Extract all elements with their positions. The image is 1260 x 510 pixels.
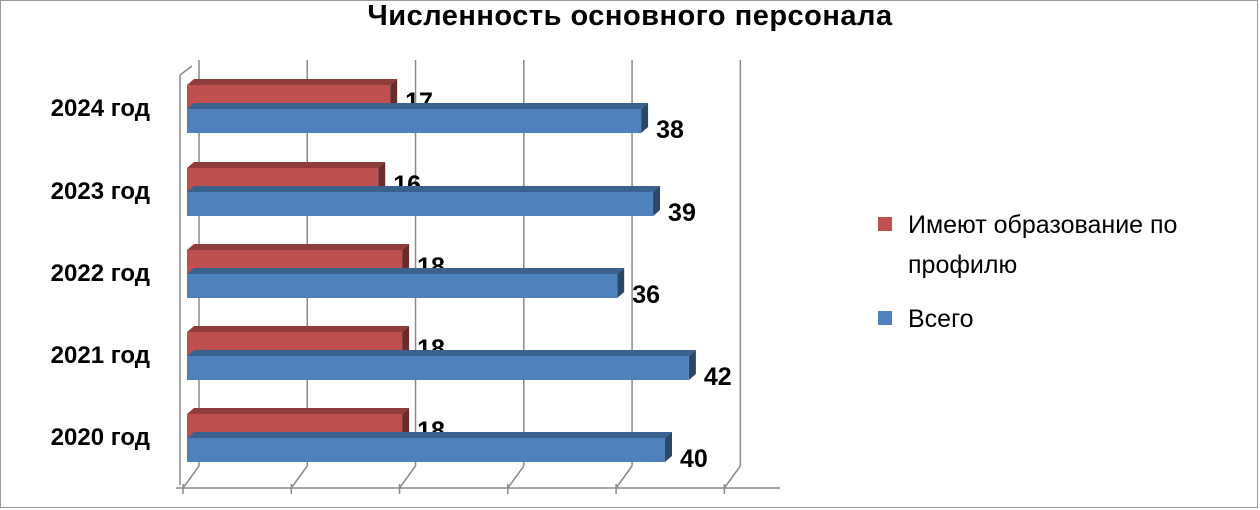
bar-top-face [187, 268, 625, 274]
bar-side-face [390, 79, 398, 109]
bar-side-face [688, 350, 696, 380]
bar-top-face [187, 350, 696, 356]
legend-label-profile: Имеют образование по профилю [908, 211, 1178, 279]
bar-total [187, 438, 665, 462]
bar-side-face [402, 244, 410, 274]
bar-side-face [665, 432, 672, 462]
gridline-floor [723, 465, 741, 489]
bar-total [187, 356, 689, 380]
category-label: 2021 год [51, 342, 150, 369]
category-label: 2023 год [51, 178, 150, 205]
data-label: 40 [680, 445, 708, 473]
data-label: 36 [632, 281, 660, 309]
legend-label-total: Всего [908, 305, 974, 333]
bar-top-face [187, 162, 386, 168]
bar-side-face [402, 326, 410, 356]
data-label: 42 [704, 363, 732, 391]
bar-top-face [187, 186, 661, 192]
legend-swatch-total [878, 311, 892, 325]
bar-top-face [187, 326, 410, 332]
data-label: 39 [668, 199, 696, 227]
chart-title: Численность основного персонала [367, 0, 893, 32]
bar-side-face [378, 162, 386, 192]
legend-item-profile: Имеют образование по профилю [878, 205, 1248, 285]
bar-total [187, 109, 642, 133]
bar-top-face [187, 244, 410, 250]
gridline-floor [290, 465, 308, 489]
bar-total [187, 274, 618, 298]
bar-total [187, 192, 654, 216]
chart-legend: Имеют образование по профилю Всего [878, 205, 1248, 339]
category-label: 2024 год [51, 95, 150, 122]
bar-side-face [402, 408, 410, 438]
bar-top-face [187, 432, 672, 438]
gridline-floor [398, 465, 417, 489]
category-label: 2022 год [51, 260, 150, 287]
gridline-floor [182, 465, 200, 489]
category-label: 2020 год [51, 424, 150, 451]
wall-edge [179, 65, 193, 76]
bar-top-face [187, 79, 398, 85]
gridline-floor [507, 465, 525, 489]
bar-top-face [187, 408, 410, 414]
bar-side-face [617, 268, 625, 298]
data-label: 38 [656, 116, 684, 144]
bar-top-face [187, 103, 649, 109]
legend-item-total: Всего [878, 299, 1248, 339]
bar-side-face [641, 103, 649, 133]
bar-side-face [653, 186, 661, 216]
gridline-floor [615, 465, 633, 489]
legend-swatch-profile [878, 217, 892, 231]
